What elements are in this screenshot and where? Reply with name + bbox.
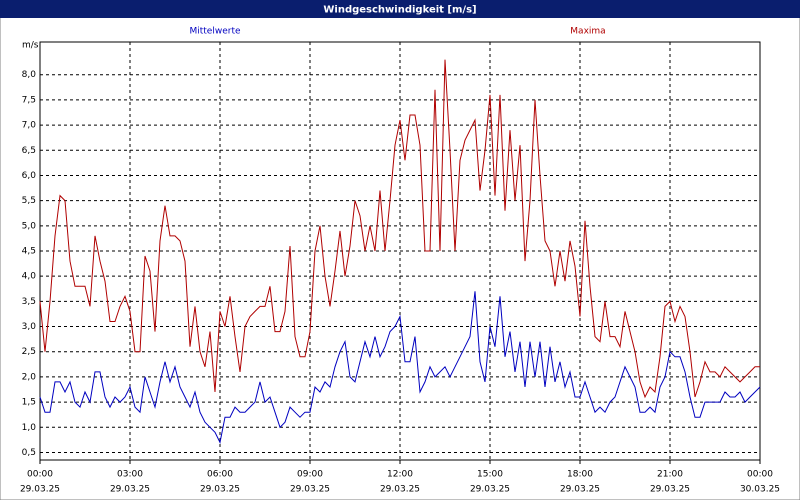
series-line <box>39 59 760 399</box>
x-tick-label: 09:00 <box>297 470 323 480</box>
x-tick-date: 29.03.25 <box>110 485 150 495</box>
y-tick-label: 2,5 <box>22 347 36 357</box>
y-tick-label: 5,5 <box>22 196 36 206</box>
y-tick-label: 6,0 <box>22 171 37 181</box>
x-tick-label: 21:00 <box>657 470 683 480</box>
x-tick-date: 29.03.25 <box>380 485 420 495</box>
y-tick-label: 6,5 <box>22 146 36 156</box>
y-tick-label: 0,5 <box>22 448 36 458</box>
legend-label: Mittelwerte <box>189 27 240 37</box>
y-tick-label: 4,0 <box>22 272 37 282</box>
y-tick-label: 2,0 <box>22 372 37 382</box>
x-tick-date: 29.03.25 <box>650 485 690 495</box>
x-tick-date: 29.03.25 <box>200 485 240 495</box>
title-bar <box>0 0 800 18</box>
y-tick-label: 7,0 <box>22 121 37 131</box>
legend-label: Maxima <box>570 27 605 37</box>
y-tick-label: 4,5 <box>22 247 36 257</box>
y-unit: m/s <box>22 41 39 51</box>
y-tick-label: 8,0 <box>22 70 37 80</box>
series-line <box>39 291 761 444</box>
x-tick-label: 03:00 <box>117 470 143 480</box>
x-tick-date: 29.03.25 <box>470 485 510 495</box>
x-tick-label: 18:00 <box>567 470 593 480</box>
y-tick-label: 3,0 <box>22 322 37 332</box>
x-tick-date: 29.03.25 <box>20 485 60 495</box>
y-tick-label: 1,5 <box>22 398 36 408</box>
chart-title: Windgeschwindigkeit [m/s] <box>323 5 476 16</box>
x-tick-date: 30.03.25 <box>740 485 780 495</box>
x-tick-label: 00:00 <box>747 470 773 480</box>
y-tick-label: 7,5 <box>22 95 36 105</box>
x-tick-label: 06:00 <box>207 470 233 480</box>
x-tick-label: 00:00 <box>27 470 53 480</box>
x-tick-label: 12:00 <box>387 470 413 480</box>
y-tick-label: 5,0 <box>22 221 37 231</box>
x-tick-date: 29.03.25 <box>290 485 330 495</box>
x-tick-date: 29.03.25 <box>560 485 600 495</box>
y-tick-label: 3,5 <box>22 297 36 307</box>
y-tick-label: 1,0 <box>22 423 37 433</box>
x-tick-label: 15:00 <box>477 470 503 480</box>
